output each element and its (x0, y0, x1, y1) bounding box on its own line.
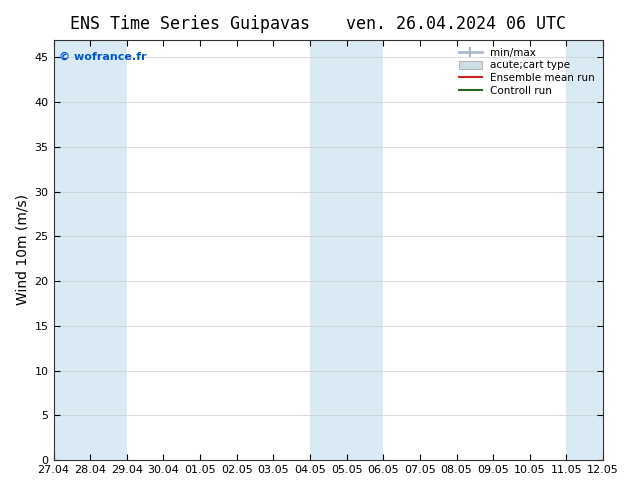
Bar (310, 40, 384, 460)
Bar (567, 40, 603, 460)
Y-axis label: Wind 10m (m/s): Wind 10m (m/s) (15, 195, 29, 305)
Text: ven. 26.04.2024 06 UTC: ven. 26.04.2024 06 UTC (346, 15, 567, 33)
Text: ENS Time Series Guipavas: ENS Time Series Guipavas (70, 15, 310, 33)
Text: © wofrance.fr: © wofrance.fr (59, 52, 146, 62)
Bar (53, 40, 127, 460)
Legend: min/max, acute;cart type, Ensemble mean run, Controll run: min/max, acute;cart type, Ensemble mean … (456, 45, 598, 99)
